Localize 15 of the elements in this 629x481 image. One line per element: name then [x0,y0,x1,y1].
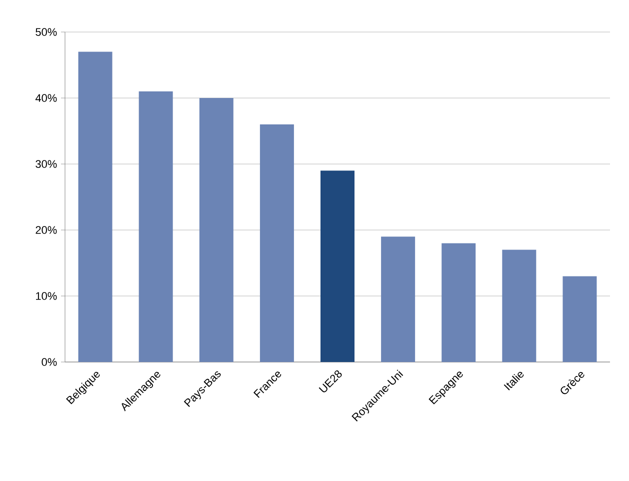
y-tick-label: 20% [36,226,57,234]
y-tick-label: 10% [36,292,57,300]
bar [78,52,112,362]
bar [260,124,294,362]
bar [562,276,597,362]
y-tick-label: 30% [36,160,57,168]
y-tick-label: 50% [36,28,57,36]
bar [502,250,536,362]
y-tick-label: 40% [35,94,57,102]
bar [320,170,354,362]
bar [381,236,416,362]
bar [442,243,476,362]
bar [199,98,234,362]
y-tick-label: 0% [42,358,57,366]
bar [138,91,173,362]
